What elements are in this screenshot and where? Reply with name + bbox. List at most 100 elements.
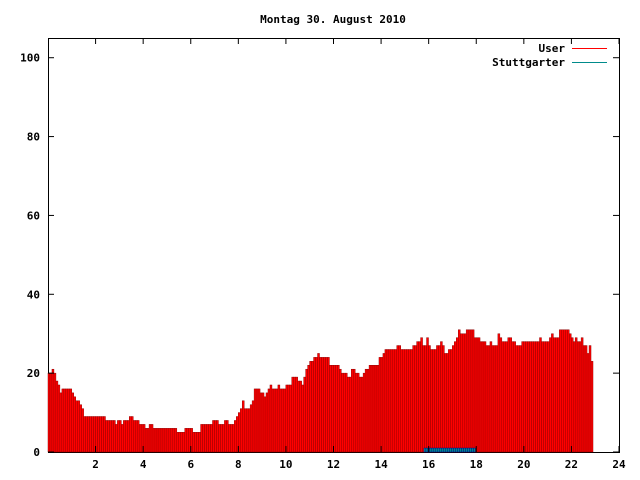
x-tick-label: 2 [92, 458, 99, 471]
bar [103, 416, 106, 453]
bar [200, 424, 203, 453]
bar [402, 349, 405, 453]
bar [309, 361, 312, 453]
bar [85, 416, 88, 453]
bar [291, 376, 294, 453]
bar [370, 365, 374, 453]
bar [164, 428, 168, 453]
bar [269, 384, 273, 453]
bar [584, 345, 588, 453]
bar [345, 372, 348, 453]
bar [489, 341, 493, 453]
series-0 [47, 329, 594, 453]
bar [416, 341, 419, 453]
bar [305, 368, 308, 453]
bar [465, 329, 469, 453]
bar [372, 365, 376, 453]
bar [360, 376, 364, 453]
bar [590, 361, 594, 453]
bar [267, 388, 271, 453]
bar [240, 408, 243, 453]
bar [214, 420, 217, 453]
bar [436, 345, 439, 453]
bar [87, 416, 90, 453]
bar [339, 368, 342, 453]
bar [469, 447, 472, 453]
bar [565, 329, 568, 453]
bar [75, 400, 78, 453]
bar [119, 420, 122, 453]
bar [477, 337, 481, 453]
series-1 [423, 447, 476, 453]
x-tick-label: 16 [422, 458, 436, 471]
bar [485, 345, 489, 453]
bar [109, 420, 112, 453]
bar [152, 428, 156, 453]
bar [392, 349, 396, 453]
bar [194, 432, 197, 453]
x-tick-label: 8 [235, 458, 242, 471]
bar [368, 365, 372, 453]
bar [136, 420, 140, 453]
bar [331, 365, 334, 453]
bar [299, 380, 302, 453]
bar [495, 345, 499, 453]
bar [232, 424, 235, 453]
bar [295, 376, 298, 453]
bar [333, 365, 336, 453]
bar [111, 420, 114, 453]
bar [505, 341, 509, 453]
bar [335, 365, 338, 453]
bar [467, 447, 470, 453]
bar [567, 329, 570, 453]
bar [535, 341, 538, 453]
bar [323, 357, 326, 453]
x-tick-label: 12 [327, 458, 340, 471]
bar [202, 424, 205, 453]
bar [481, 341, 485, 453]
bar [555, 337, 558, 453]
bar [61, 388, 65, 453]
bar [67, 388, 71, 453]
x-tick-label: 14 [374, 458, 388, 471]
bar [73, 396, 76, 453]
bar [81, 408, 84, 453]
bar [218, 424, 221, 453]
bar [243, 408, 247, 453]
bar [588, 345, 592, 453]
bar [166, 428, 170, 453]
bar [469, 329, 473, 453]
bar [471, 447, 474, 453]
bar [582, 345, 586, 453]
bar [483, 341, 487, 453]
bar [168, 428, 172, 453]
bar [184, 428, 187, 453]
bar [341, 372, 344, 453]
bar [529, 341, 532, 453]
bar [456, 337, 459, 453]
bar [131, 416, 134, 453]
bar [180, 432, 183, 453]
bar [97, 416, 100, 453]
bar [49, 372, 53, 453]
bar [224, 420, 227, 453]
legend: User Stuttgarter [492, 42, 607, 69]
bar [433, 447, 437, 453]
bar [458, 329, 461, 453]
bar [475, 337, 479, 453]
bar [77, 400, 80, 453]
bar [569, 333, 572, 453]
bar [553, 337, 556, 453]
bar [196, 432, 199, 453]
bar [525, 341, 528, 453]
bar [449, 447, 452, 453]
bar [515, 345, 518, 453]
bar [358, 376, 362, 453]
bar [222, 424, 225, 453]
bar [132, 420, 136, 453]
bar [563, 329, 566, 453]
bar [91, 416, 94, 453]
bar [430, 349, 433, 453]
bar [382, 353, 386, 453]
